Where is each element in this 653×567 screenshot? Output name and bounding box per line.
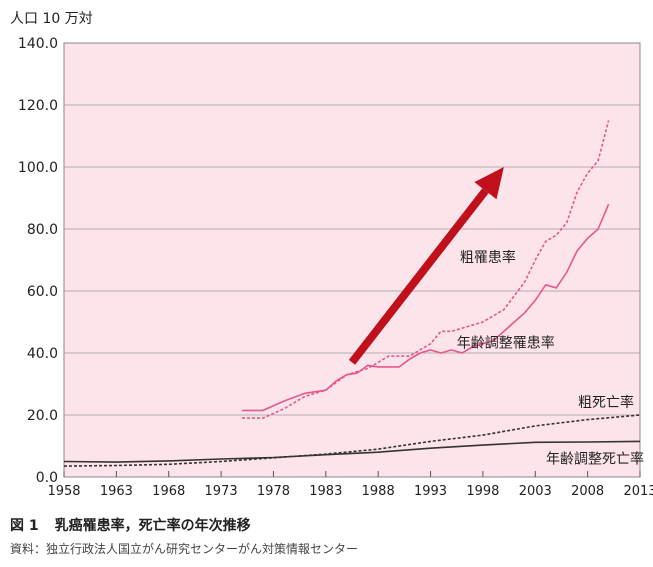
y-tick-label: 80.0 xyxy=(27,222,58,238)
figure-number: 図 1 xyxy=(10,518,39,534)
x-tick-label: 1988 xyxy=(362,484,395,499)
x-tick-label: 2008 xyxy=(571,484,604,499)
x-tick-label: 1978 xyxy=(257,484,290,499)
y-tick-label: 120.0 xyxy=(18,98,58,114)
y-tick-label: 60.0 xyxy=(27,284,58,300)
x-tick-label: 1968 xyxy=(152,484,185,499)
trend-arrow-head xyxy=(474,167,504,200)
x-tick-label: 1963 xyxy=(100,484,133,499)
series-label: 年齢調整罹患率 xyxy=(457,335,555,352)
x-tick-label: 1983 xyxy=(309,484,342,499)
plot-area-background xyxy=(63,42,641,478)
data-source-note: 資料：独立行政法人国立がん研究センターがん対策情報センター xyxy=(10,542,359,556)
series-label: 粗死亡率 xyxy=(578,394,634,411)
y-tick-label: 40.0 xyxy=(27,346,58,362)
y-axis-unit-label: 人口 10 万対 xyxy=(10,11,93,27)
figure-caption: 図 1 乳癌罹患率，死亡率の年次推移 xyxy=(10,515,251,535)
trend-line-chart: 0.0 20.0 40.0 60.0 80.0 100.0 120.0 140.0 1958 1… xyxy=(18,36,653,499)
series-line xyxy=(63,414,641,467)
x-tick-label: 1973 xyxy=(205,484,238,499)
series-label: 粗罹患率 xyxy=(460,249,516,266)
x-tick-label: 1993 xyxy=(414,484,447,499)
y-tick-label: 140.0 xyxy=(18,36,58,52)
x-tick-label: 2003 xyxy=(519,484,552,499)
x-tick-label: 1998 xyxy=(466,484,499,499)
figure-title: 乳癌罹患率，死亡率の年次推移 xyxy=(54,518,251,534)
series-line xyxy=(242,203,610,412)
x-tick-label: 1958 xyxy=(47,484,80,499)
y-tick-label: 0.0 xyxy=(36,470,58,486)
y-tick-label: 20.0 xyxy=(27,408,58,424)
series-line xyxy=(63,440,641,463)
x-tick-label: 2013 xyxy=(623,484,653,499)
trend-arrow-shaft xyxy=(348,188,489,365)
series-label: 年齢調整死亡率 xyxy=(546,450,644,467)
y-tick-label: 100.0 xyxy=(18,160,58,176)
